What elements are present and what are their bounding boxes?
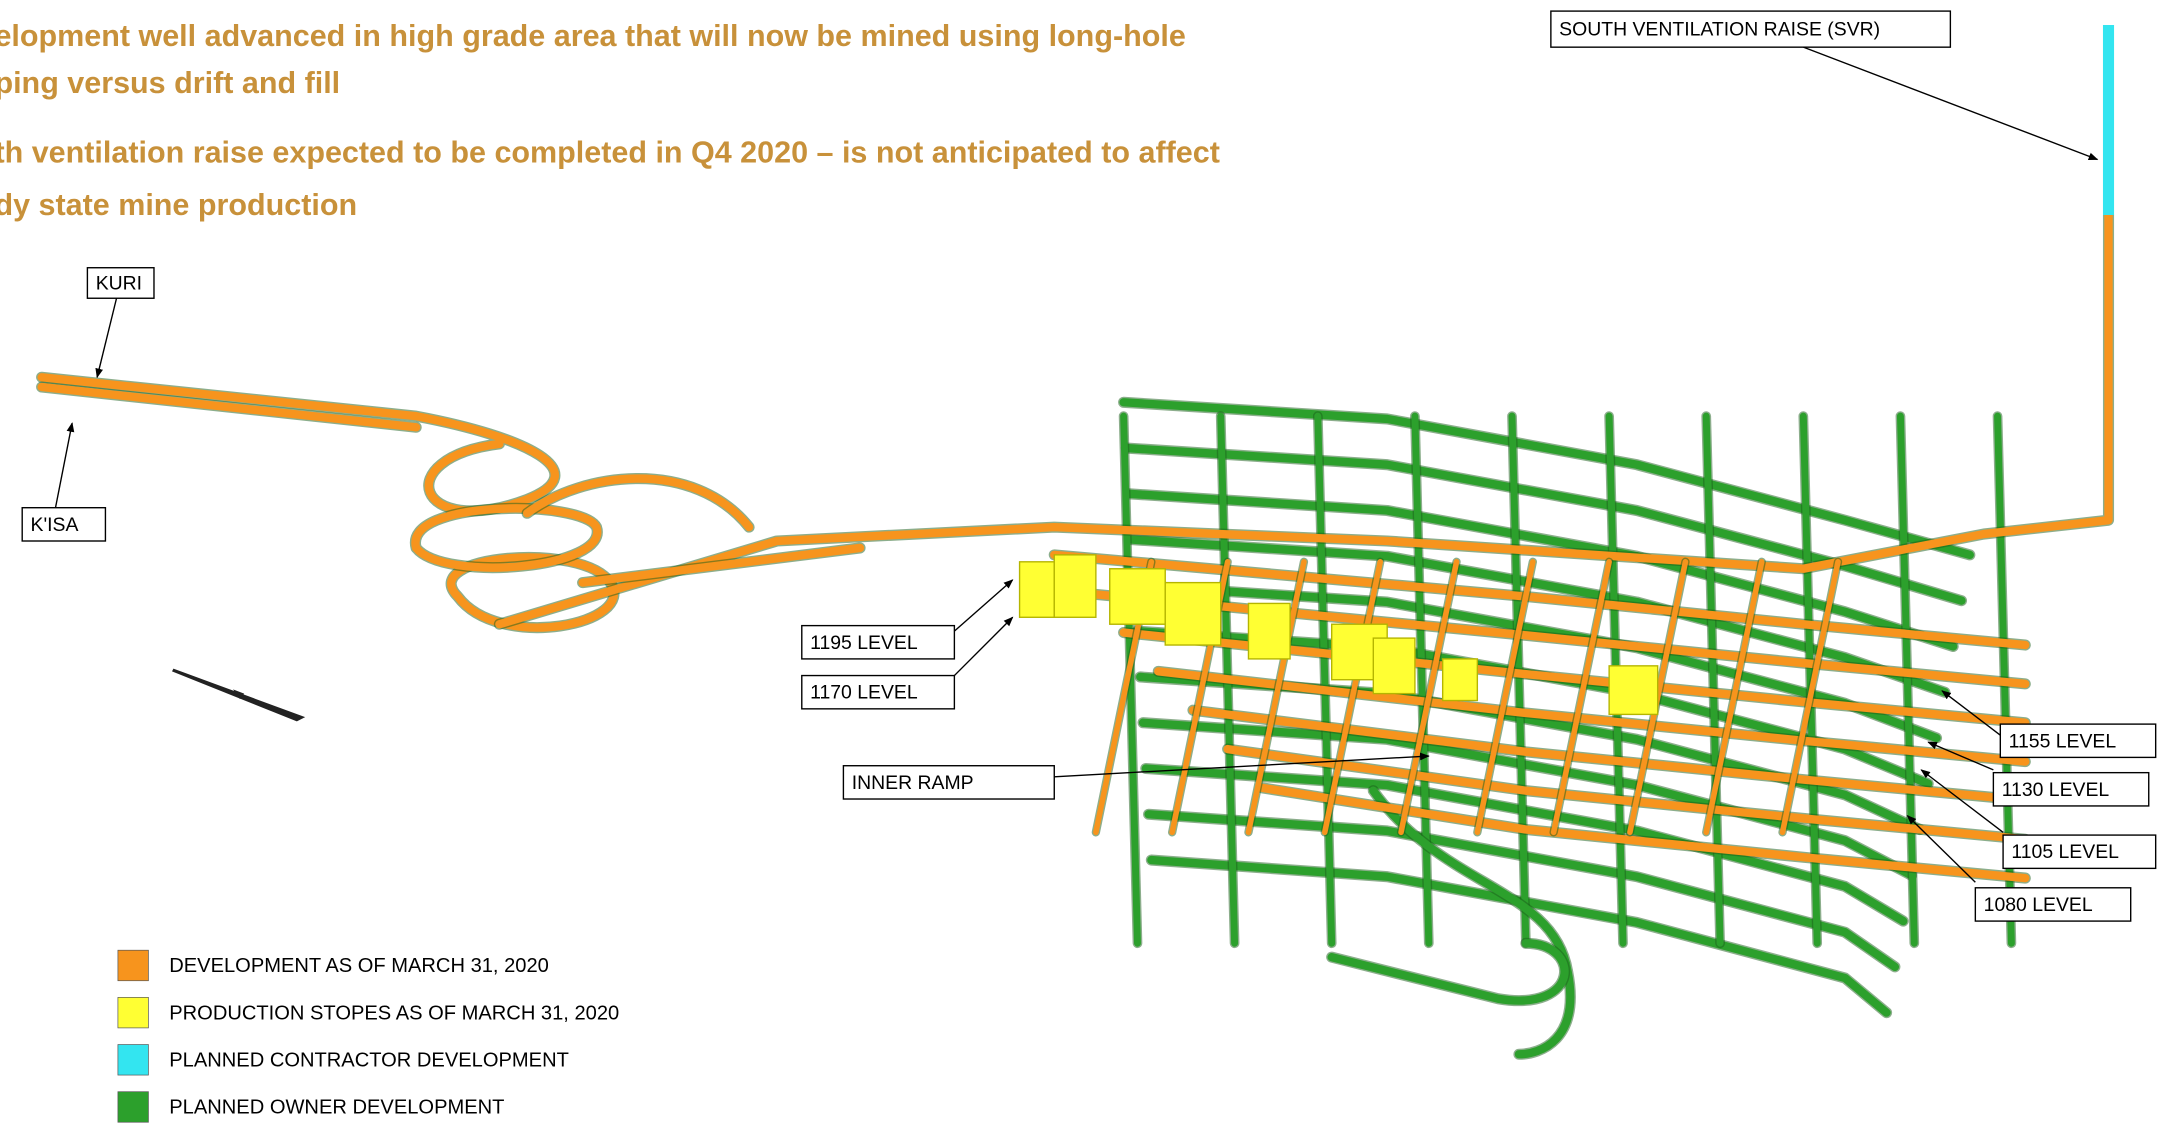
- legend-label: PLANNED OWNER DEVELOPMENT: [169, 1097, 504, 1119]
- mine-model: [42, 25, 2109, 1054]
- legend-swatch: [118, 997, 149, 1028]
- legend-swatch: [118, 1092, 149, 1123]
- tunnel-edge: [1332, 943, 1565, 1000]
- legend-swatch: [118, 1045, 149, 1076]
- tunnel: [527, 479, 749, 528]
- legend-label: DEVELOPMENT AS OF MARCH 31, 2020: [169, 955, 549, 977]
- stope: [1373, 638, 1415, 693]
- callout-arrow: [97, 298, 116, 377]
- stope: [1609, 666, 1658, 715]
- stope: [1248, 603, 1290, 658]
- legend-label: PRODUCTION STOPES AS OF MARCH 31, 2020: [169, 1002, 619, 1024]
- bullet-text: dy state mine production: [0, 188, 357, 222]
- tunnel: [1151, 860, 1886, 1013]
- callout-arrow: [954, 617, 1012, 675]
- tunnel-edge: [1151, 860, 1886, 1013]
- callout-label: 1170 LEVEL: [810, 682, 918, 704]
- north-arrow: [172, 669, 305, 722]
- page: elopment well advanced in high grade are…: [0, 0, 2164, 1125]
- callout-arrow: [954, 580, 1012, 631]
- stope: [1110, 569, 1165, 624]
- mine-diagram: elopment well advanced in high grade are…: [0, 0, 2164, 1125]
- tunnel: [1332, 943, 1565, 1000]
- stope: [1443, 659, 1478, 701]
- callout-label: INNER RAMP: [852, 772, 974, 794]
- bullet-text: ping versus drift and fill: [0, 66, 340, 100]
- legend-swatch: [118, 950, 149, 981]
- bullet-text: th ventilation raise expected to be comp…: [0, 135, 1220, 169]
- callout-label: 1130 LEVEL: [2002, 779, 2110, 801]
- bullet-text: elopment well advanced in high grade are…: [0, 19, 1186, 53]
- callout-label: SOUTH VENTILATION RAISE (SVR): [1559, 19, 1880, 41]
- callout-label: 1105 LEVEL: [2011, 841, 2119, 863]
- legend-label: PLANNED CONTRACTOR DEVELOPMENT: [169, 1050, 569, 1072]
- callout-label: 1080 LEVEL: [1984, 894, 2093, 916]
- callout-label: KURI: [96, 272, 142, 294]
- callout-arrow: [55, 423, 72, 508]
- callout-arrow: [1803, 47, 2097, 159]
- stope: [1165, 583, 1220, 645]
- callout-label: 1195 LEVEL: [810, 632, 918, 654]
- stope: [1020, 562, 1055, 617]
- stope: [1054, 555, 1096, 617]
- callout-label: K'ISA: [31, 514, 79, 536]
- callout-label: 1155 LEVEL: [2009, 730, 2117, 752]
